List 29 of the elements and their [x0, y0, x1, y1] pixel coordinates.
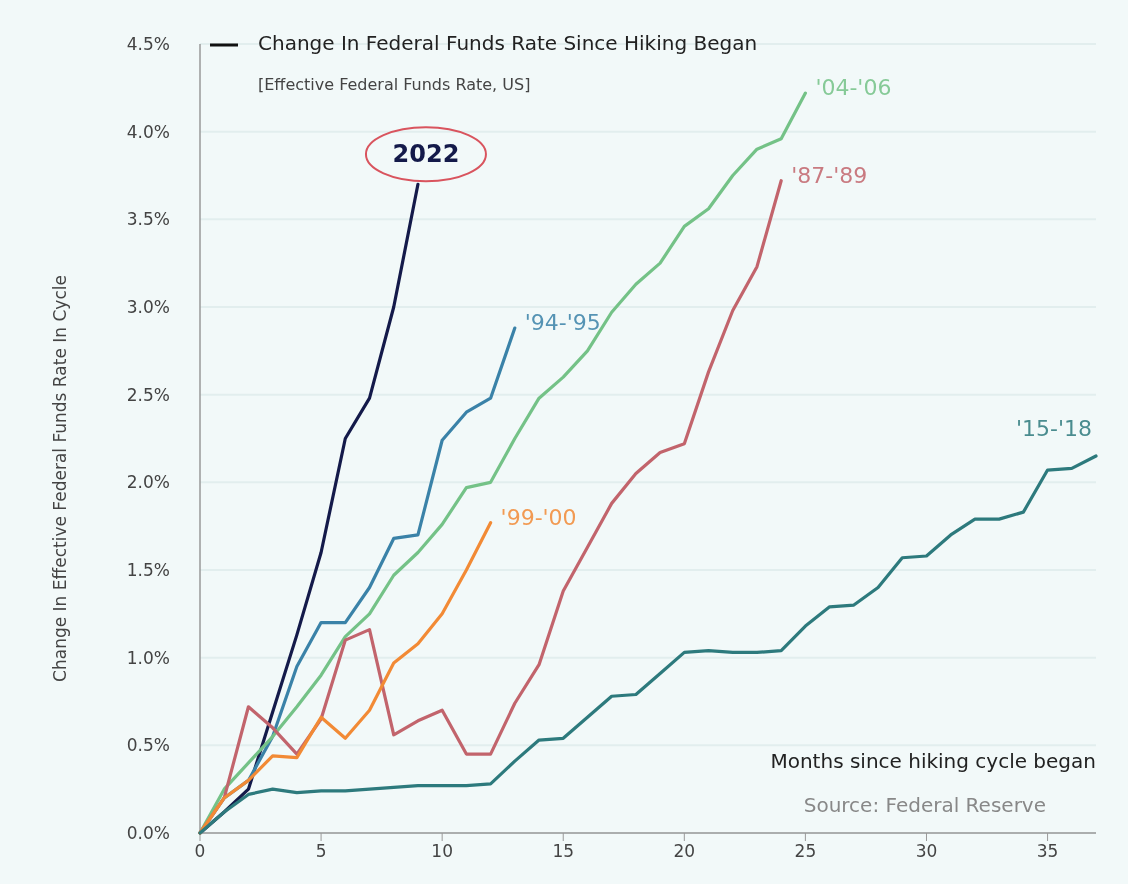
y-tick-label: 3.5%: [126, 209, 170, 230]
y-tick-label: 0.0%: [126, 822, 170, 843]
y-tick-label: 4.0%: [126, 121, 170, 142]
x-tick-label: 35: [1036, 841, 1059, 861]
x-tick-label: 15: [552, 841, 575, 861]
y-tick-label: 1.5%: [126, 559, 170, 580]
x-tick-label: 20: [673, 841, 696, 861]
y-tick-label: 2.5%: [126, 384, 170, 405]
y-tick-label: 2.0%: [126, 472, 170, 493]
x-tick-label: 30: [915, 841, 938, 861]
x-tick-label: 5: [315, 841, 327, 861]
x-axis-title: Months since hiking cycle began: [770, 749, 1096, 773]
y-axis-title: Change In Effective Federal Funds Rate In Cycle: [50, 275, 70, 682]
text: [Effective Federal Funds Rate, US]: [258, 75, 531, 94]
x-tick-label: 10: [431, 841, 453, 861]
y-tick-label: 3.0%: [126, 296, 170, 317]
y-tick-label: 4.5%: [126, 33, 170, 54]
series-label: '94-'95: [524, 310, 601, 336]
series-label: '04-'06: [815, 75, 892, 101]
y-tick-label: 0.5%: [126, 735, 170, 756]
x-tick-label: 25: [794, 841, 817, 861]
series-label: '99-'00: [500, 504, 577, 530]
series-label: '15-'18: [1015, 416, 1092, 442]
annotation: Source: Federal Reserve: [803, 793, 1046, 817]
series-label: 2022: [392, 140, 460, 169]
series-label: '87-'89: [791, 162, 868, 188]
y-tick-label: 1.0%: [126, 647, 170, 668]
chart-title: Change In Federal Funds Rate Since Hiking Began: [258, 31, 758, 55]
x-tick-label: 0: [194, 841, 206, 861]
